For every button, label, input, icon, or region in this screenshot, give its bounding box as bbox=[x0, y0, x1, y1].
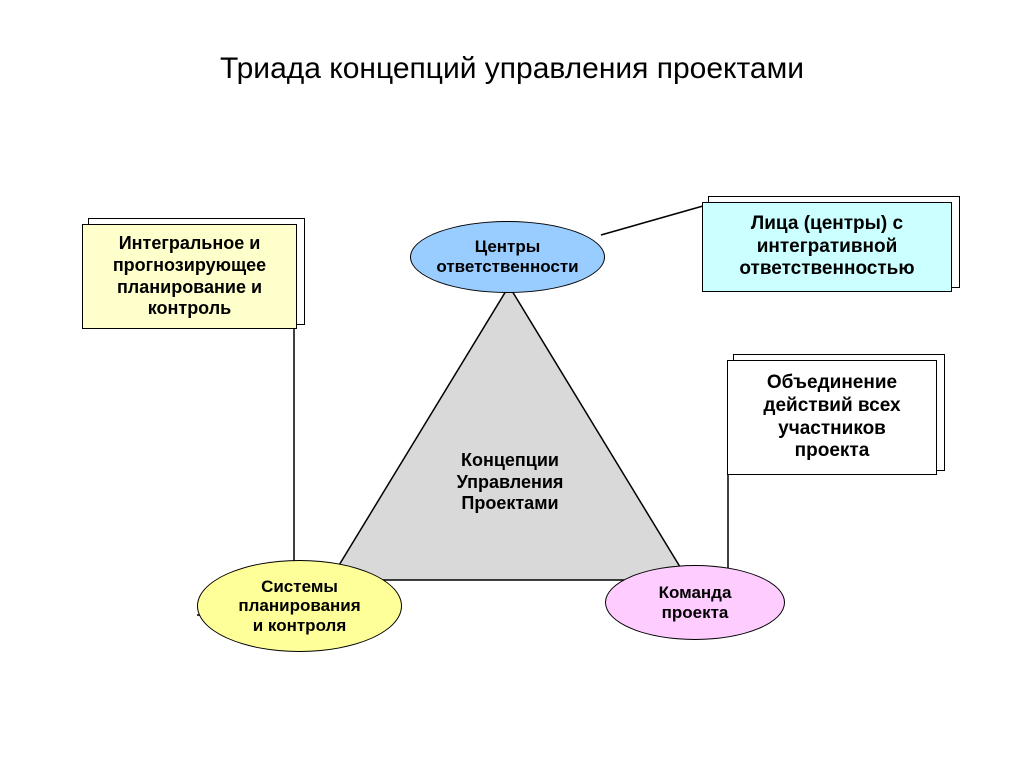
box-left-text: Интегральное ипрогнозирующеепланирование… bbox=[113, 233, 266, 319]
box-left: Интегральное ипрогнозирующеепланирование… bbox=[82, 224, 297, 329]
triangle-shape bbox=[330, 286, 688, 580]
box-right-text: Объединениедействий всехучастниковпроект… bbox=[763, 372, 900, 463]
ellipse-top: Центрыответственности bbox=[410, 221, 605, 293]
page-title: Триада концепций управления проектами bbox=[0, 52, 1024, 86]
ellipse-right: Командапроекта bbox=[605, 565, 785, 640]
ellipse-top-text: Центрыответственности bbox=[436, 237, 578, 276]
connector-top-right bbox=[601, 204, 710, 235]
ellipse-left-text: Системыпланированияи контроля bbox=[238, 577, 360, 636]
box-topright: Лица (центры) синтегративнойответственно… bbox=[702, 202, 952, 292]
box-right: Объединениедействий всехучастниковпроект… bbox=[727, 360, 937, 475]
box-topright-text: Лица (центры) синтегративнойответственно… bbox=[739, 213, 914, 281]
diagram-stage: Триада концепций управления проектами Ко… bbox=[0, 0, 1024, 768]
triangle-label: КонцепцииУправленияПроектами bbox=[420, 450, 600, 515]
ellipse-left: Системыпланированияи контроля bbox=[197, 560, 402, 652]
ellipse-right-text: Командапроекта bbox=[659, 583, 732, 622]
